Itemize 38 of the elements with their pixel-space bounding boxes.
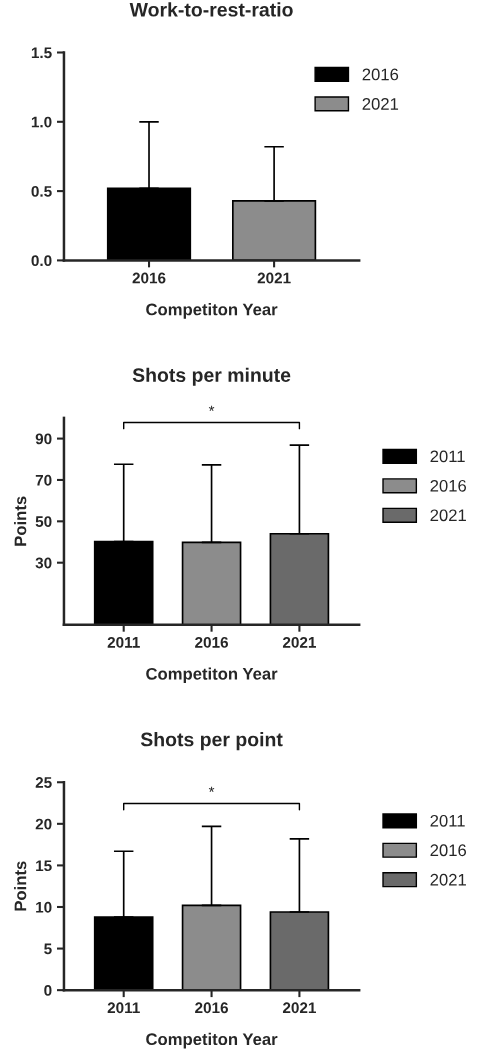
legend-label: 2021 xyxy=(430,509,466,522)
text: * xyxy=(208,405,215,412)
y-tick-label: 50 xyxy=(35,516,52,528)
chart-title: Work-to-rest-ratio xyxy=(129,2,293,17)
x-tick-label: 2021 xyxy=(282,636,316,648)
y-tick-label: 20 xyxy=(35,818,52,830)
x-tick-label: 2021 xyxy=(282,1002,316,1014)
y-axis-title: Points xyxy=(14,496,27,546)
x-tick-label: 2016 xyxy=(195,1002,228,1014)
legend-label: 2016 xyxy=(362,68,399,81)
chart-title: Shots per point xyxy=(140,732,283,751)
legend-label: 2016 xyxy=(430,479,467,492)
y-tick-label: 5 xyxy=(44,943,52,955)
y-tick-label: 0.0 xyxy=(31,255,52,267)
y-tick-label: 90 xyxy=(35,433,52,445)
legend-label: 2011 xyxy=(430,814,465,827)
y-tick-label: 0.5 xyxy=(31,185,52,197)
y-tick-label: 25 xyxy=(35,777,52,788)
y-tick-label: 1.0 xyxy=(31,116,52,128)
legend-label: 2016 xyxy=(430,844,467,857)
x-axis-title: Competiton Year xyxy=(146,667,278,683)
legend-label: 2021 xyxy=(362,97,399,110)
x-tick-label: 2011 xyxy=(107,636,140,648)
annotation: * xyxy=(208,786,215,793)
y-tick-label: 70 xyxy=(35,474,52,486)
x-tick-label: 2016 xyxy=(195,636,228,648)
y-axis-title: Points xyxy=(14,861,27,911)
legend-label: 2021 xyxy=(430,873,466,886)
chart-title: Shots per minute xyxy=(132,367,291,386)
y-tick-label: 30 xyxy=(35,557,52,569)
y-tick-label: 15 xyxy=(36,860,52,872)
legend-label: 2011 xyxy=(430,450,465,463)
y-tick-label: 10 xyxy=(36,901,52,913)
y-tick-label: 1.5 xyxy=(31,47,52,59)
y-tick-label: 0 xyxy=(44,985,52,996)
x-axis-title: Competiton Year xyxy=(146,303,278,319)
x-axis-title: Competiton Year xyxy=(146,1032,278,1049)
x-tick-label: 2011 xyxy=(107,1002,140,1014)
